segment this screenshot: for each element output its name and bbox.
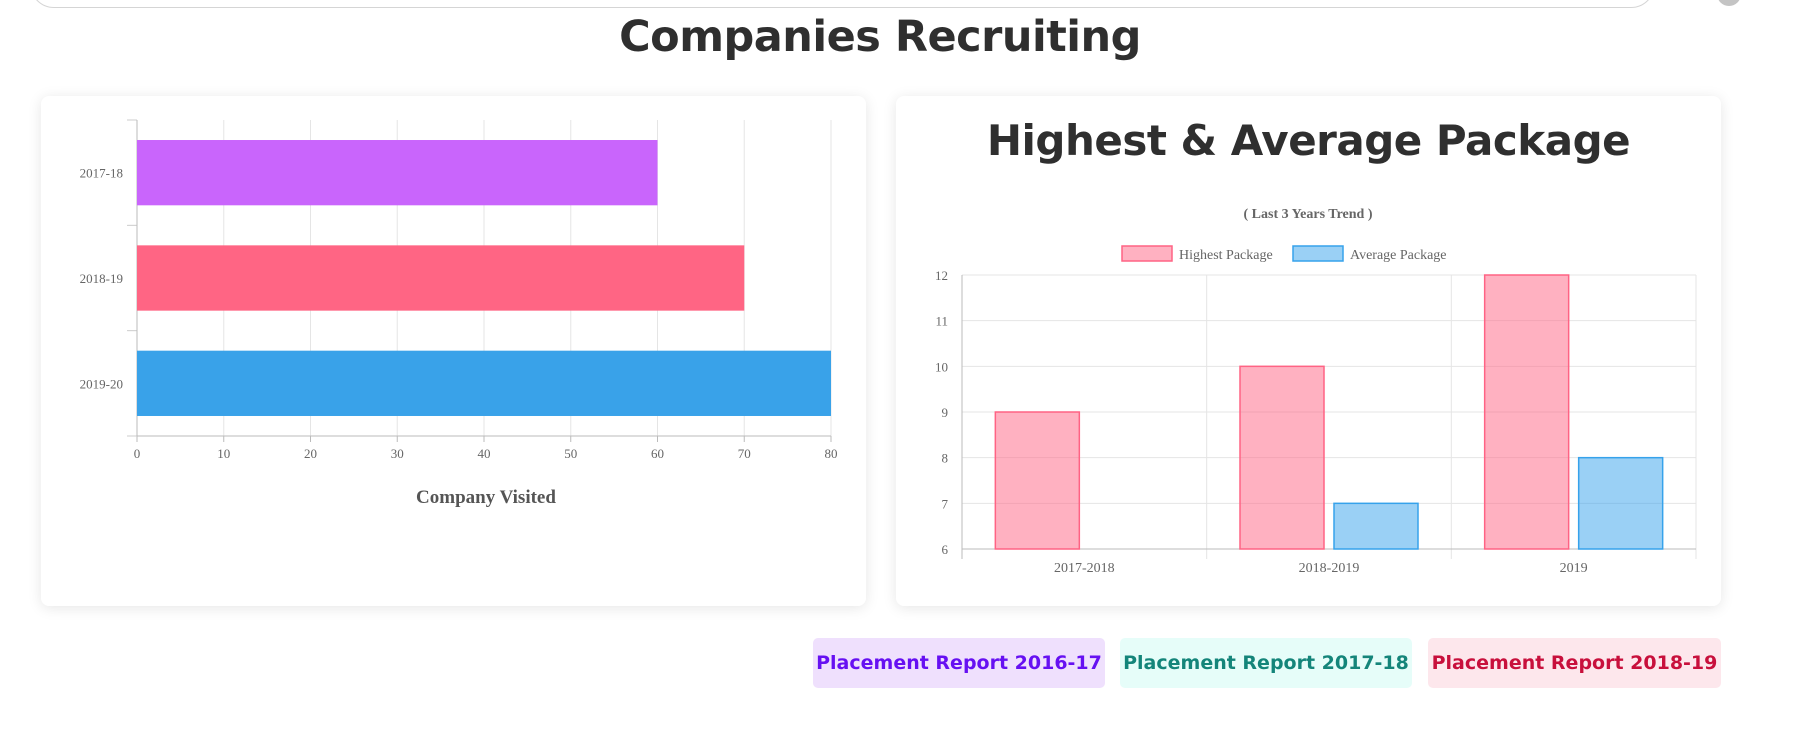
x-tick-label: 60 <box>651 446 664 461</box>
companies-bar-chart: 0 10 20 30 40 50 60 70 80 2017-18 2018-19 2019-20 Co… <box>80 119 838 508</box>
bar-2019-20 <box>137 350 831 416</box>
y-tick-label: 7 <box>942 496 949 511</box>
page-title: Companies Recruiting <box>619 12 1141 62</box>
bar-average-package-2018-2019 <box>1333 502 1419 550</box>
placement-report-2018-19-button[interactable]: Placement Report 2018-19 <box>1428 638 1721 688</box>
bar-2017-18 <box>137 140 658 206</box>
y-tick-label: 2017-18 <box>80 166 123 181</box>
x-tick-label: 10 <box>217 446 230 461</box>
package-chart-card: Highest & Average Package ( Last 3 Years… <box>896 96 1721 606</box>
x-tick-label: 70 <box>738 446 751 461</box>
y-tick-label: 8 <box>942 451 949 466</box>
search-bar[interactable] <box>30 0 1655 8</box>
y-tick-label: 6 <box>942 542 949 557</box>
y-tick-label: 9 <box>942 405 949 420</box>
x-tick-label: 0 <box>134 446 141 461</box>
y-tick-label: 10 <box>935 359 948 374</box>
bar-average-package-2019 <box>1577 456 1664 550</box>
x-tick-label: 2019 <box>1560 561 1588 576</box>
profile-icon[interactable] <box>1717 0 1741 6</box>
companies-chart-card: 0 10 20 30 40 50 60 70 80 2017-18 2018-19 2019-20 Co… <box>41 96 866 606</box>
y-tick-label: 12 <box>935 268 948 283</box>
package-card-title: Highest & Average Package <box>986 116 1631 165</box>
legend-label: Average Package <box>1350 248 1447 263</box>
y-tick-label: 2019-20 <box>80 376 123 391</box>
x-tick-label: 2018-2019 <box>1299 561 1360 576</box>
x-tick-label: 80 <box>825 446 838 461</box>
x-axis-title: Company Visited <box>416 487 556 508</box>
y-tick-label: 2018-19 <box>80 271 123 286</box>
placement-report-2016-17-button[interactable]: Placement Report 2016-17 <box>813 638 1105 688</box>
x-tick-label: 50 <box>564 446 577 461</box>
bar-highest-package-2018-2019 <box>1239 365 1325 550</box>
x-tick-label: 40 <box>478 446 491 461</box>
bar-highest-package-2017-2018 <box>994 411 1081 550</box>
package-bar-chart: ( Last 3 Years Trend ) Highest Package Ave… <box>935 207 1697 576</box>
x-tick-label: 30 <box>391 446 404 461</box>
legend-label: Highest Package <box>1179 248 1273 263</box>
x-tick-label: 20 <box>304 446 317 461</box>
legend-swatch <box>1292 245 1344 262</box>
x-tick-label: 2017-2018 <box>1054 561 1115 576</box>
bar-2018-19 <box>137 245 745 311</box>
chart-subtitle: ( Last 3 Years Trend ) <box>1244 207 1373 222</box>
legend-swatch <box>1121 245 1173 262</box>
placement-report-2017-18-button[interactable]: Placement Report 2017-18 <box>1120 638 1412 688</box>
bar-highest-package-2019 <box>1483 274 1570 550</box>
y-tick-label: 11 <box>935 314 948 329</box>
